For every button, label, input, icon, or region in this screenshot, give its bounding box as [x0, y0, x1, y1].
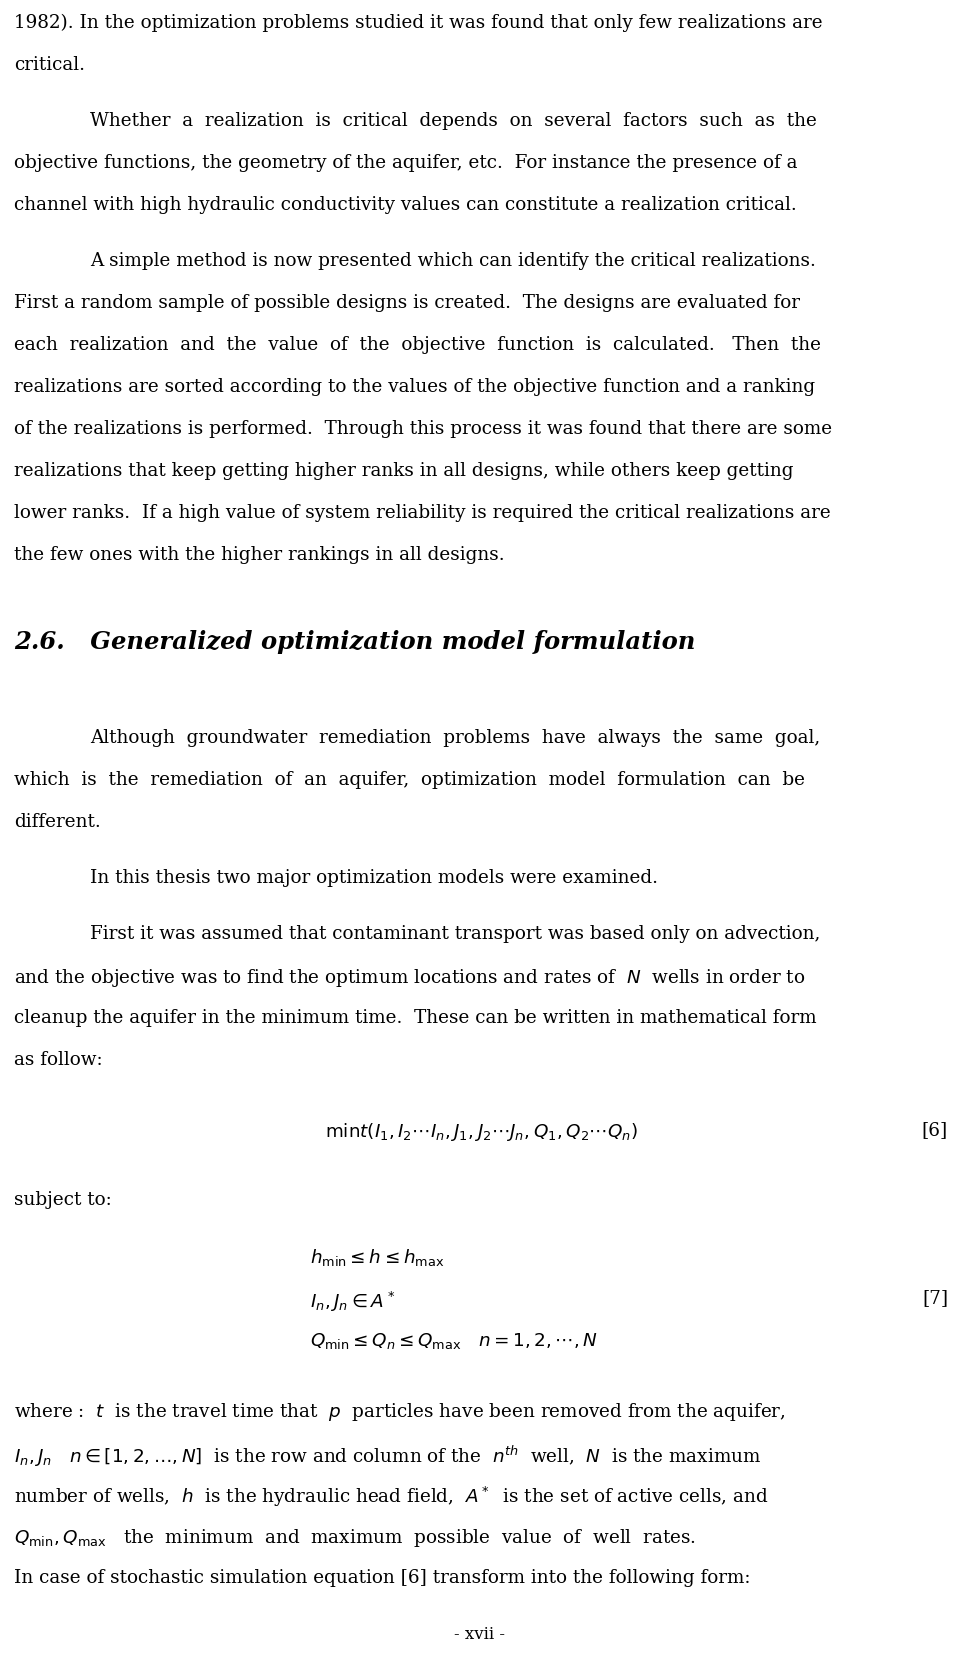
Text: cleanup the aquifer in the minimum time.  These can be written in mathematical f: cleanup the aquifer in the minimum time.…: [14, 1008, 817, 1027]
Text: lower ranks.  If a high value of system reliability is required the critical rea: lower ranks. If a high value of system r…: [14, 504, 830, 522]
Text: $h_{\min} \leq h \leq h_{\max}$: $h_{\min} \leq h \leq h_{\max}$: [310, 1246, 444, 1268]
Text: channel with high hydraulic conductivity values can constitute a realization cri: channel with high hydraulic conductivity…: [14, 196, 797, 215]
Text: - xvii -: - xvii -: [454, 1626, 506, 1642]
Text: as follow:: as follow:: [14, 1050, 103, 1068]
Text: In this thesis two major optimization models were examined.: In this thesis two major optimization mo…: [90, 869, 658, 887]
Text: $I_n, J_n \in A^*$: $I_n, J_n \in A^*$: [310, 1288, 396, 1313]
Text: [6]: [6]: [922, 1122, 948, 1138]
Text: Whether  a  realization  is  critical  depends  on  several  factors  such  as  : Whether a realization is critical depend…: [90, 111, 817, 130]
Text: different.: different.: [14, 814, 101, 830]
Text: Although  groundwater  remediation  problems  have  always  the  same  goal,: Although groundwater remediation problem…: [90, 729, 820, 747]
Text: In case of stochastic simulation equation [6] transform into the following form:: In case of stochastic simulation equatio…: [14, 1569, 751, 1586]
Text: of the realizations is performed.  Through this process it was found that there : of the realizations is performed. Throug…: [14, 419, 832, 438]
Text: realizations that keep getting higher ranks in all designs, while others keep ge: realizations that keep getting higher ra…: [14, 461, 794, 479]
Text: $Q_{\min},Q_{\max}$   the  minimum  and  maximum  possible  value  of  well  rat: $Q_{\min},Q_{\max}$ the minimum and maxi…: [14, 1526, 696, 1549]
Text: the few ones with the higher rankings in all designs.: the few ones with the higher rankings in…: [14, 546, 505, 564]
Text: critical.: critical.: [14, 57, 85, 73]
Text: 1982). In the optimization problems studied it was found that only few realizati: 1982). In the optimization problems stud…: [14, 13, 823, 32]
Text: each  realization  and  the  value  of  the  objective  function  is  calculated: each realization and the value of the ob…: [14, 336, 821, 354]
Text: $Q_{\min} \leq Q_n \leq Q_{\max} \quad n = 1, 2, \cdots, N$: $Q_{\min} \leq Q_n \leq Q_{\max} \quad n…: [310, 1331, 598, 1351]
Text: First a random sample of possible designs is created.  The designs are evaluated: First a random sample of possible design…: [14, 295, 800, 311]
Text: $\min t\left(I_1, I_2 \cdots I_n, J_1, J_2 \cdots J_n, Q_1, Q_2 \cdots Q_n\right: $\min t\left(I_1, I_2 \cdots I_n, J_1, J…: [324, 1122, 637, 1143]
Text: realizations are sorted according to the values of the objective function and a : realizations are sorted according to the…: [14, 378, 815, 396]
Text: 2.6.   Generalized optimization model formulation: 2.6. Generalized optimization model form…: [14, 629, 695, 654]
Text: number of wells,  $h$  is the hydraulic head field,  $A^*$  is the set of active: number of wells, $h$ is the hydraulic he…: [14, 1484, 769, 1509]
Text: and the objective was to find the optimum locations and rates of  $N$  wells in : and the objective was to find the optimu…: [14, 967, 805, 988]
Text: First it was assumed that contaminant transport was based only on advection,: First it was assumed that contaminant tr…: [90, 925, 821, 943]
Text: objective functions, the geometry of the aquifer, etc.  For instance the presenc: objective functions, the geometry of the…: [14, 153, 798, 171]
Text: subject to:: subject to:: [14, 1191, 111, 1208]
Text: A simple method is now presented which can identify the critical realizations.: A simple method is now presented which c…: [90, 251, 816, 270]
Text: which  is  the  remediation  of  an  aquifer,  optimization  model  formulation : which is the remediation of an aquifer, …: [14, 770, 805, 789]
Text: where :  $t$  is the travel time that  $p$  particles have been removed from the: where : $t$ is the travel time that $p$ …: [14, 1401, 785, 1423]
Text: $I_n, J_n$   $n \in [1, 2, \ldots, N]$  is the row and column of the  $n^{th}$  : $I_n, J_n$ $n \in [1, 2, \ldots, N]$ is …: [14, 1443, 761, 1468]
Text: [7]: [7]: [922, 1288, 948, 1306]
